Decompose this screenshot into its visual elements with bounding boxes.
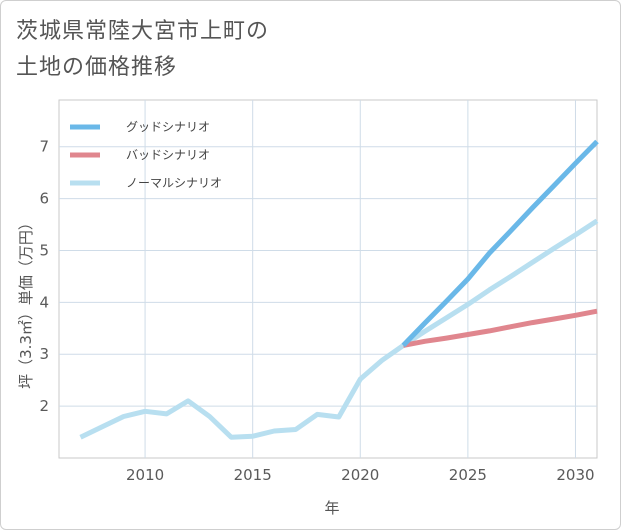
chart-title: 茨城県常陸大宮市上町の 土地の価格推移 xyxy=(16,19,270,80)
series-layer xyxy=(79,139,599,440)
x-tick-label: 2010 xyxy=(126,466,164,484)
x-tick-label: 2020 xyxy=(341,466,379,484)
x-tick-label: 2030 xyxy=(556,466,594,484)
y-tick-label: 2 xyxy=(39,397,49,415)
y-tick-label: 6 xyxy=(39,190,49,208)
legend-label: ノーマルシナリオ xyxy=(126,176,222,190)
tick-layer: 2010 2015 2020 2025 2030 2 3 4 5 6 7 xyxy=(39,138,594,484)
legend-label: グッドシナリオ xyxy=(126,120,210,134)
y-tick-label: 7 xyxy=(39,138,49,156)
y-tick-label: 4 xyxy=(39,293,49,311)
series-line-2 xyxy=(79,218,599,440)
legend-label: バッドシナリオ xyxy=(126,148,210,162)
plot-area xyxy=(58,99,598,459)
y-tick-label: 5 xyxy=(39,241,49,259)
grid-layer xyxy=(58,99,598,459)
series-line-0 xyxy=(401,139,599,348)
x-tick-label: 2025 xyxy=(449,466,487,484)
y-tick-label: 3 xyxy=(39,345,49,363)
y-axis-title: 坪（3.3㎡）単価（万円） xyxy=(17,215,35,389)
x-axis-title: 年 xyxy=(324,499,339,517)
series-line-1 xyxy=(402,308,598,348)
x-tick-label: 2015 xyxy=(234,466,272,484)
